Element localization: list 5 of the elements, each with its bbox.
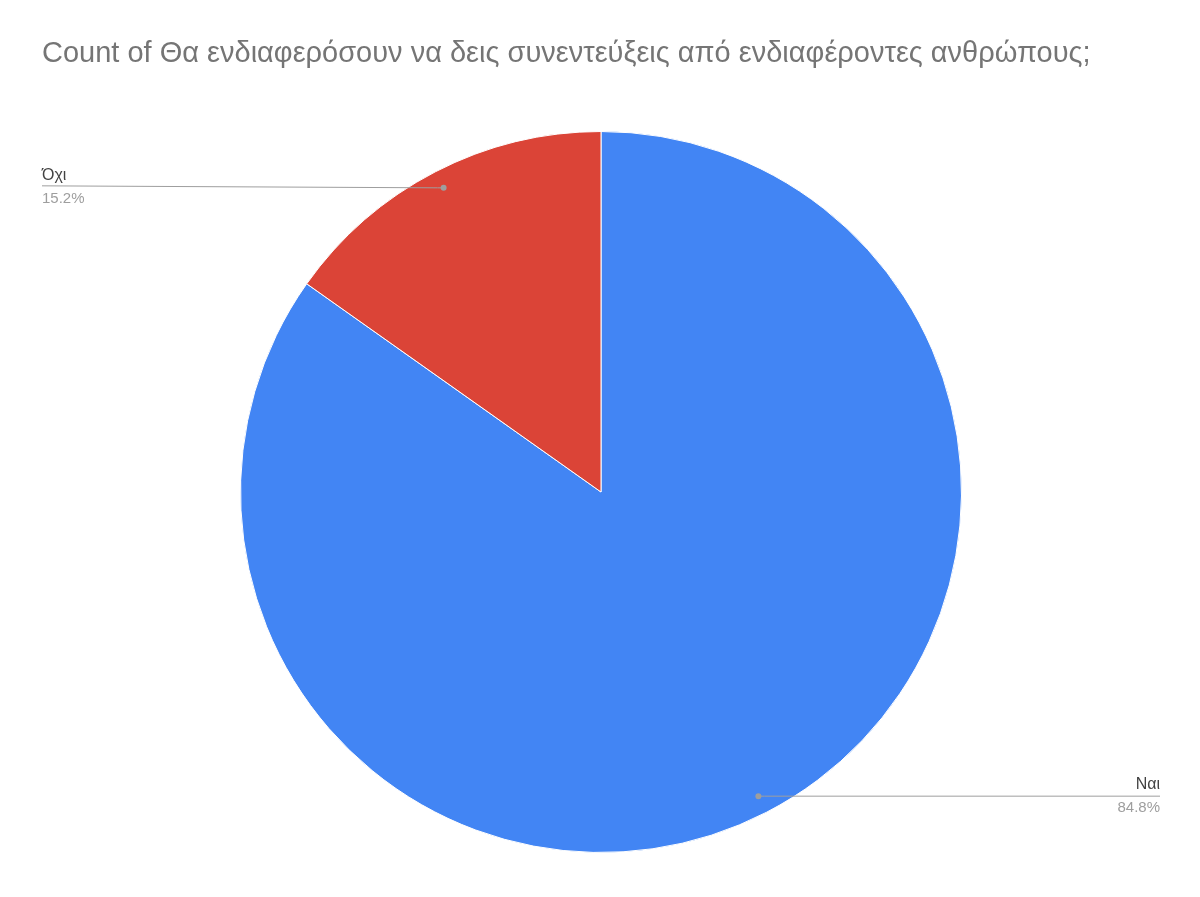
- data-label: 84.8%: [1117, 797, 1160, 815]
- data-label: 15.2%: [42, 189, 85, 207]
- chart-title: Count of Θα ενδιαφερόσουν να δεις συνεντεύξεις από ενδιαφέροντες ανθρώπους;: [42, 36, 1092, 68]
- slice-label: Όχι: [41, 166, 67, 184]
- slice-label: Ναι: [1135, 774, 1161, 792]
